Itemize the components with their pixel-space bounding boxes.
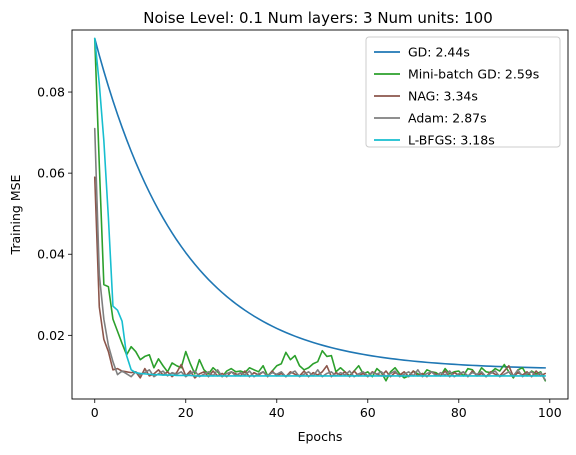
y-tick-label: 0.08 (37, 85, 65, 100)
x-tick-label: 80 (451, 405, 467, 420)
legend: GD: 2.44s Mini-batch GD: 2.59s NAG: 3.34s A… (365, 36, 561, 148)
legend-frame (365, 36, 561, 148)
x-axis-ticks: 0 20 40 60 80 100 (91, 399, 562, 420)
y-tick-label: 0.02 (37, 328, 65, 343)
y-tick-label: 0.04 (37, 247, 65, 262)
series-line-adam (93, 127, 547, 381)
chart-title: Noise Level: 0.1 Num layers: 3 Num units… (143, 9, 493, 27)
y-tick-label: 0.06 (37, 166, 65, 181)
legend-label: Adam: 2.87s (408, 111, 487, 126)
series-line-mini-batch-gd (93, 37, 547, 382)
x-tick-label: 20 (178, 405, 194, 420)
series-layer (93, 37, 547, 382)
legend-label: Mini-batch GD: 2.59s (408, 67, 539, 82)
x-tick-label: 100 (538, 405, 562, 420)
axes-frame (71, 29, 569, 400)
x-tick-label: 40 (269, 405, 285, 420)
x-tick-label: 0 (91, 405, 99, 420)
plot-area (71, 29, 569, 400)
legend-items: GD: 2.44s Mini-batch GD: 2.59s NAG: 3.34s A… (374, 45, 539, 148)
y-axis-ticks: 0.02 0.04 0.06 0.08 (37, 85, 72, 343)
legend-label: NAG: 3.34s (408, 89, 478, 104)
y-axis-label: Training MSE (8, 174, 23, 255)
x-tick-label: 60 (360, 405, 376, 420)
series-line-l-bfgs (93, 37, 547, 377)
legend-label: GD: 2.44s (408, 45, 470, 60)
legend-label: L-BFGS: 3.18s (408, 133, 495, 148)
x-axis-label: Epochs (298, 429, 343, 444)
series-line-gd (93, 37, 547, 369)
